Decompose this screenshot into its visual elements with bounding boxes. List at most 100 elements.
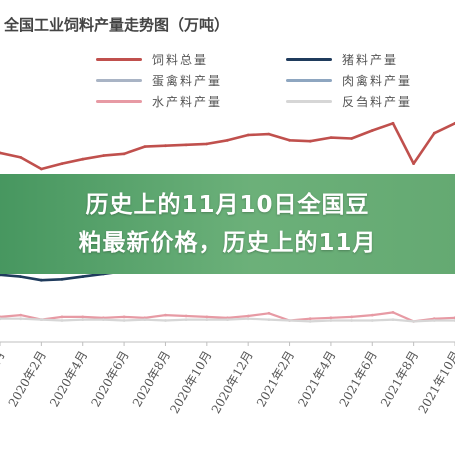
legend-item-pig-feed: 猪料产量 — [286, 50, 398, 68]
data-point — [60, 277, 64, 281]
legend-label-ruminant-feed: 反刍料产量 — [342, 94, 413, 109]
legend-swatch-pig-feed — [286, 57, 332, 61]
data-point — [122, 152, 126, 156]
x-tick-label: 2019年12月 — [0, 349, 8, 416]
legend-swatch-meat-poultry-feed — [286, 78, 332, 82]
headline-banner[interactable]: 历史上的11月10日全国豆 粕最新价格，历史上的11月 — [0, 174, 455, 274]
data-point — [40, 167, 43, 171]
data-point — [164, 313, 167, 317]
data-point — [370, 313, 374, 317]
data-point — [308, 139, 312, 143]
data-point — [267, 132, 271, 136]
data-point — [122, 315, 126, 319]
data-point — [391, 311, 395, 314]
data-point — [81, 315, 85, 319]
data-point — [19, 313, 23, 317]
data-point — [350, 137, 353, 140]
data-point — [370, 129, 374, 132]
data-point — [267, 318, 271, 321]
x-tick-label: 2021年6月 — [337, 349, 380, 410]
data-point — [0, 273, 2, 277]
data-point — [308, 317, 312, 321]
data-point — [164, 144, 167, 148]
data-point — [60, 315, 64, 319]
legend-item-egg-poultry-feed: 蛋禽料产量 — [96, 71, 222, 89]
data-point — [391, 121, 395, 125]
data-point — [432, 319, 436, 322]
data-point — [81, 275, 85, 278]
data-point — [412, 162, 415, 166]
series-line — [0, 122, 455, 171]
data-point — [143, 318, 147, 321]
data-point — [19, 275, 23, 278]
legend-item-aquatic-feed: 水产料产量 — [96, 92, 222, 110]
legend-label-aquatic-feed: 水产料产量 — [152, 94, 223, 109]
x-tick-label: 2021年8月 — [378, 349, 421, 410]
legend-swatch-ruminant-feed — [286, 99, 332, 103]
x-tick-label: 2020年8月 — [130, 349, 173, 410]
data-point — [60, 162, 64, 166]
x-tick-label: 2021年2月 — [254, 349, 297, 410]
legend-item-meat-poultry-feed: 肉禽料产量 — [286, 71, 412, 89]
legend-label-pig-feed: 猪料产量 — [342, 52, 399, 67]
data-point — [226, 138, 229, 142]
data-point — [350, 315, 353, 319]
data-point — [19, 156, 23, 159]
data-point — [143, 145, 147, 149]
data-point — [205, 142, 209, 146]
x-axis: 2019年12月2020年2月2020年4月2020年6月2020年8月2020… — [0, 341, 455, 416]
data-point — [0, 151, 2, 155]
x-tick-label: 2021年10月 — [416, 349, 455, 416]
data-point — [164, 319, 167, 322]
legend-label-egg-poultry-feed: 蛋禽料产量 — [152, 73, 223, 88]
data-point — [40, 318, 43, 321]
data-point — [329, 136, 333, 140]
x-tick-label: 2020年6月 — [88, 349, 131, 410]
data-point — [391, 318, 395, 321]
legend-label-meat-poultry-feed: 肉禽料产量 — [342, 73, 413, 88]
legend-label-feed-total: 饲料总量 — [152, 52, 209, 67]
data-point — [102, 318, 105, 321]
legend-swatch-feed-total — [96, 57, 142, 61]
series-feed-total — [0, 121, 455, 171]
legend-swatch-egg-poultry-feed — [96, 78, 142, 82]
data-point — [432, 131, 436, 135]
legend-swatch-aquatic-feed — [96, 99, 142, 103]
data-point — [122, 319, 126, 322]
legend: 饲料总量 猪料产量 蛋禽料产量 肉禽料产量 水产料产量 反刍料产量 — [0, 50, 455, 110]
x-tick-label: 2020年10月 — [167, 349, 214, 416]
x-tick-label: 2020年12月 — [209, 349, 256, 416]
data-point — [102, 154, 105, 158]
data-point — [184, 318, 188, 321]
x-tick-label: 2020年4月 — [47, 349, 90, 410]
data-point — [226, 318, 229, 321]
data-point — [0, 317, 2, 321]
legend-item-ruminant-feed: 反刍料产量 — [286, 92, 412, 110]
data-point — [412, 320, 415, 323]
data-point — [81, 318, 85, 321]
data-point — [19, 317, 23, 321]
headline-line-2[interactable]: 粕最新价格，历史上的11月 — [78, 230, 377, 256]
data-point — [60, 319, 64, 322]
data-point — [329, 316, 333, 320]
legend-item-feed-total: 饲料总量 — [96, 50, 208, 68]
data-point — [267, 311, 271, 315]
data-point — [329, 319, 333, 322]
data-point — [184, 143, 188, 147]
headline-line-1[interactable]: 历史上的11月10日全国豆 — [85, 192, 370, 218]
chart-title: 全国工业饲料产量走势图（万吨） — [4, 16, 230, 34]
data-point — [81, 157, 85, 161]
series-ruminant-feed — [0, 317, 455, 323]
data-point — [205, 318, 209, 321]
data-point — [40, 278, 43, 282]
data-point — [246, 314, 250, 318]
data-point — [308, 320, 312, 323]
data-point — [205, 315, 209, 319]
data-point — [184, 314, 188, 318]
x-tick-label: 2020年2月 — [6, 349, 49, 410]
data-point — [350, 319, 353, 322]
data-point — [246, 133, 250, 137]
headline-text[interactable]: 历史上的11月10日全国豆 粕最新价格，历史上的11月 — [18, 186, 438, 262]
data-point — [288, 319, 291, 322]
data-point — [370, 319, 374, 322]
